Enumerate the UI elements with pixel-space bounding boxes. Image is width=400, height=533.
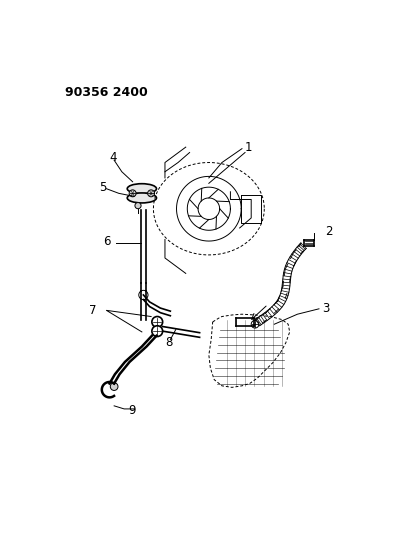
Circle shape <box>110 383 118 391</box>
Ellipse shape <box>127 184 156 193</box>
Text: 5: 5 <box>99 181 106 193</box>
Circle shape <box>152 326 163 336</box>
Circle shape <box>139 290 148 300</box>
Text: 4: 4 <box>110 151 117 164</box>
Circle shape <box>129 190 136 197</box>
Circle shape <box>148 190 154 197</box>
Text: 3: 3 <box>322 302 330 316</box>
Ellipse shape <box>127 193 156 203</box>
Text: 7: 7 <box>90 304 97 317</box>
Text: 2: 2 <box>325 225 333 238</box>
Text: 8: 8 <box>165 336 172 349</box>
Circle shape <box>135 203 141 209</box>
Text: 6: 6 <box>103 235 111 247</box>
Text: 9: 9 <box>128 404 136 417</box>
Text: 90356 2400: 90356 2400 <box>65 85 148 99</box>
Circle shape <box>251 320 259 328</box>
Text: 1: 1 <box>245 141 252 154</box>
Circle shape <box>152 317 163 327</box>
